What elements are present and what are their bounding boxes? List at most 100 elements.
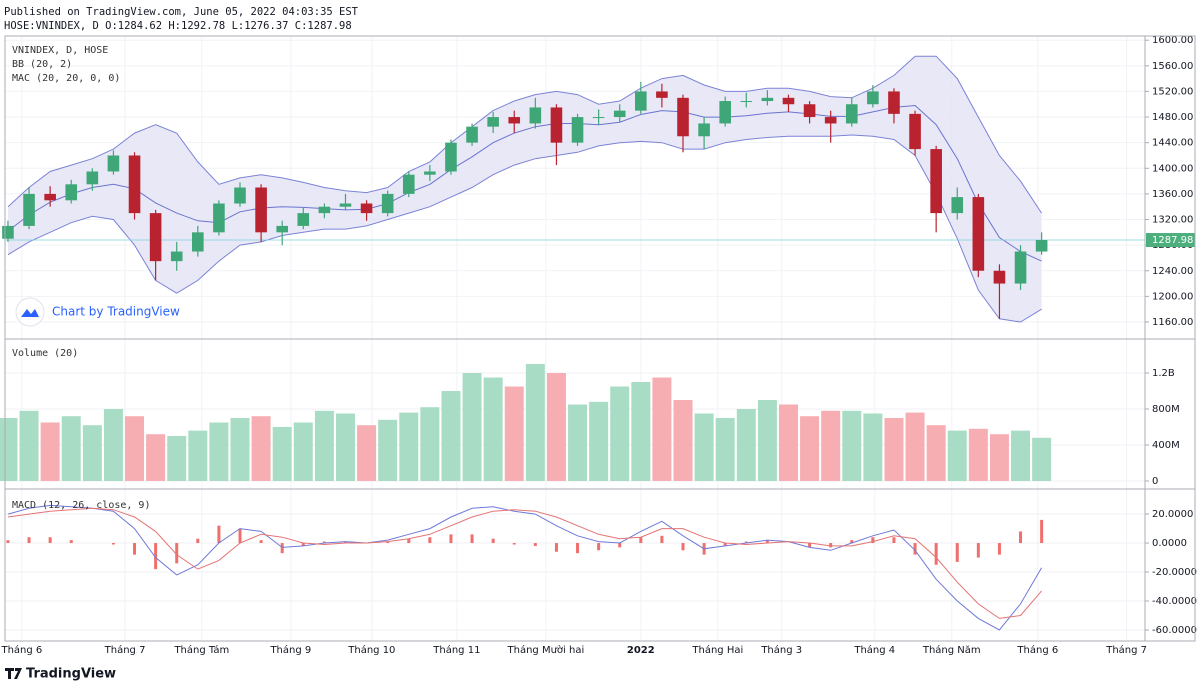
x-tick-label: Tháng 10	[347, 644, 395, 656]
volume-bar	[167, 435, 187, 481]
volume-bar	[610, 386, 630, 481]
indicator-label: MAC (20, 20, 0, 0)	[12, 73, 120, 84]
candle-body	[255, 187, 267, 233]
candle-body	[782, 97, 795, 105]
candle-body	[445, 142, 457, 172]
candle-body	[888, 91, 900, 114]
volume-bar	[82, 425, 102, 481]
macd-histogram-bar	[111, 543, 115, 545]
candle-body	[613, 110, 626, 118]
candle-body	[550, 107, 563, 143]
volume-bar	[378, 419, 398, 481]
y-tick-label: 1240.00	[1152, 266, 1193, 277]
candle-body	[339, 203, 352, 207]
candle-body	[740, 101, 753, 103]
macd-histogram-bar	[133, 543, 137, 555]
macd-histogram-bar	[1019, 531, 1023, 544]
candle-body	[698, 123, 710, 137]
volume-bar	[736, 409, 756, 481]
volume-bar	[293, 422, 313, 481]
candle-body	[381, 193, 394, 214]
macd-histogram-bar	[533, 543, 537, 546]
candle-body	[23, 193, 35, 226]
y-tick-label: -20.0000	[1152, 567, 1197, 578]
bb-lower	[7, 134, 1042, 323]
volume-bar	[103, 409, 123, 481]
macd-histogram-bar	[175, 543, 179, 564]
y-tick-label: 400M	[1152, 440, 1180, 451]
last-price-box	[1146, 233, 1195, 248]
volume-bar	[842, 410, 862, 481]
macd-histogram-bar	[660, 535, 664, 544]
macd-histogram-bar	[934, 543, 938, 565]
macd-histogram-bar	[1040, 519, 1044, 544]
macd-histogram-bar	[407, 538, 411, 544]
volume-bar	[884, 418, 904, 481]
x-tick-label: Tháng 7	[1105, 644, 1147, 656]
candle-body	[803, 104, 816, 118]
macd-histogram-bar	[386, 541, 390, 544]
x-tick-label: Tháng Tám	[173, 644, 229, 656]
macd-histogram-bar	[217, 525, 221, 544]
x-tick-label: Tháng Mười hai	[507, 644, 585, 656]
candle-body	[297, 213, 310, 226]
macd-histogram-bar	[196, 538, 200, 544]
last-price-label: 1287.98	[1152, 235, 1193, 246]
volume-bar	[778, 404, 798, 481]
macd-histogram-bar	[280, 543, 284, 554]
pane-title: MACD (12, 26, close, 9)	[12, 500, 150, 511]
x-tick-label: Tháng 9	[269, 644, 311, 656]
watermark-text: Chart by TradingView	[52, 305, 180, 319]
x-tick-label: Tháng 4	[853, 644, 895, 656]
macd-histogram-bar	[428, 537, 432, 544]
volume-bar	[989, 434, 1009, 481]
candle-body	[318, 206, 331, 214]
y-tick-label: 0.0000	[1152, 538, 1187, 549]
plot-area: Tháng 6 Tháng 7 Tháng Tám Tháng 9 Tháng 10 Th…	[0, 35, 1197, 656]
macd-histogram-bar	[259, 540, 263, 544]
macd-histogram-bar	[238, 528, 242, 544]
y-tick-label: 1520.00	[1152, 86, 1193, 97]
candle-body	[571, 117, 584, 143]
watermark-logo-shape	[21, 309, 39, 317]
volume-bar	[146, 434, 166, 481]
macd-histogram-bar	[322, 541, 326, 544]
macd-histogram-bar	[723, 543, 727, 546]
volume-bar	[504, 386, 524, 481]
volume-bar	[926, 425, 946, 481]
macd-histogram-bar	[976, 543, 980, 558]
x-tick-label: 2022	[627, 645, 655, 656]
volume-bar	[0, 418, 18, 481]
volume-bar	[947, 430, 967, 481]
macd-line	[7, 507, 1042, 619]
x-tick-label: Tháng 6	[0, 644, 42, 656]
candle-body	[719, 101, 732, 124]
y-tick-label: 1400.00	[1152, 163, 1193, 174]
x-tick-label: Tháng 7	[104, 644, 146, 656]
volume-bar	[335, 413, 355, 481]
macd-histogram-bar	[618, 543, 622, 548]
volume-bar	[631, 382, 651, 481]
macd-histogram-bar	[892, 537, 896, 544]
volume-bar	[821, 410, 841, 481]
volume-bar	[694, 413, 714, 481]
candle-body	[656, 91, 668, 98]
y-tick-label: 1320.00	[1152, 215, 1193, 226]
x-tick-label: Tháng 3	[760, 644, 802, 656]
watermark-logo	[15, 297, 45, 327]
brand-name: TradingView	[26, 667, 116, 682]
macd-histogram-bar	[808, 543, 812, 548]
macd-histogram-bar	[997, 543, 1001, 555]
y-tick-label: 1480.00	[1152, 112, 1193, 123]
macd-histogram-bar	[639, 537, 643, 544]
macd-histogram-bar	[27, 537, 31, 544]
volume-bar	[568, 404, 588, 481]
macd-histogram-bar	[829, 543, 833, 548]
volume-bar	[209, 422, 229, 481]
pane-title: Volume (20)	[12, 348, 78, 359]
macd-histogram-bar	[6, 540, 10, 544]
candle-body	[529, 107, 542, 124]
macd-histogram-bar	[343, 541, 347, 544]
macd-histogram-bar	[512, 543, 516, 545]
